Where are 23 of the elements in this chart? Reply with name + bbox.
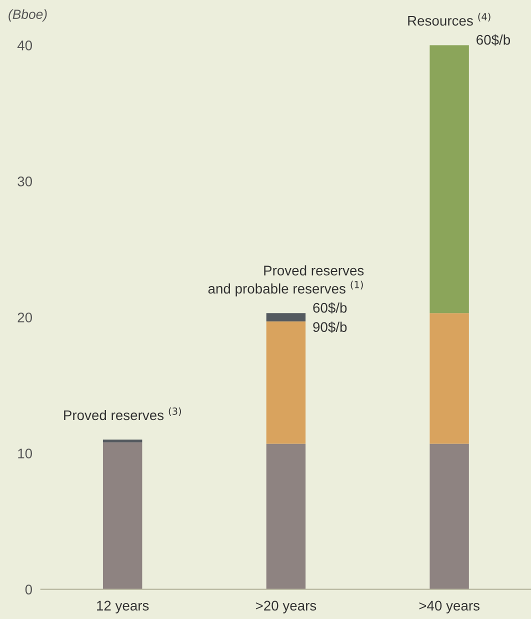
bar (102, 442, 142, 590)
bar (266, 444, 306, 590)
annotation: Resources $^{(4)}$ (408, 12, 490, 26)
y-tick-label: 30 (18, 176, 32, 186)
y-tick-label: 10 (18, 448, 32, 458)
bar (430, 313, 469, 444)
annotation: 60$/b (313, 302, 347, 314)
y-tick-label: 0 (25, 584, 32, 594)
y-tick-label: 20 (18, 312, 32, 322)
bar (430, 444, 469, 590)
bar (266, 321, 306, 444)
bar (430, 45, 469, 314)
x-tick-label: 12 years (97, 600, 149, 614)
y-tick-label: 40 (17, 40, 32, 50)
bar (266, 313, 306, 322)
annotation: 60$/b (476, 34, 510, 46)
annotation: 90$/b (313, 322, 347, 333)
y-axis-title: (Bboe) (8, 9, 47, 22)
x-tick-label: >40 years (419, 600, 480, 614)
annotation: Proved reserves and probable reserves $^{(1)}$ (208, 265, 364, 296)
annotation: Proved reserves $^{(3)}$ (64, 407, 181, 420)
bar (102, 440, 142, 442)
x-tick-label: >20 years (256, 600, 316, 614)
